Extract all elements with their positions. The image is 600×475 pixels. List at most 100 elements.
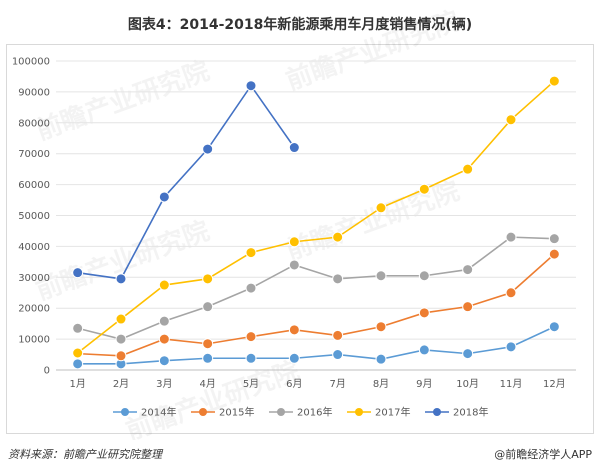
data-point [418, 270, 430, 282]
source-note: 资料来源：前瞻产业研究院整理 [8, 448, 162, 461]
data-point [245, 352, 257, 364]
data-point [548, 321, 560, 333]
data-point [288, 352, 300, 364]
data-point [418, 183, 430, 195]
data-point [375, 270, 387, 282]
data-point [332, 349, 344, 361]
legend: 2014年 2015年 2016年 2017年 2018年 [113, 406, 488, 419]
series-line [77, 84, 295, 280]
data-point [332, 273, 344, 285]
data-point [462, 264, 474, 276]
legend-item: 2014年 [113, 406, 176, 419]
data-point [548, 248, 560, 260]
data-point [202, 143, 214, 155]
legend-swatch-marker [121, 408, 129, 416]
x-tick-label: 11月 [500, 378, 523, 390]
data-point [158, 279, 170, 291]
data-point [375, 353, 387, 365]
legend-label: 2018年 [453, 406, 488, 419]
series-2015年 [72, 248, 560, 362]
legend-swatch-marker [199, 408, 207, 416]
x-tick-label: 12月 [543, 378, 566, 390]
gridlines [56, 60, 576, 371]
y-tick-label: 70000 [18, 149, 50, 160]
legend-label: 2016年 [297, 406, 332, 419]
watermark-text: 前瞻产业研究院 [282, 5, 464, 96]
x-tick-label: 7月 [329, 378, 345, 390]
x-axis: 1月 2月 3月 4月 5月 6月 7月 8月 9月 10月 11月 12月 [69, 378, 565, 390]
series-line [77, 80, 555, 354]
data-point [288, 142, 300, 154]
data-point [202, 273, 214, 285]
data-point [115, 350, 127, 362]
data-point [245, 80, 257, 92]
legend-item: 2016年 [269, 406, 332, 419]
x-tick-label: 2月 [113, 378, 129, 390]
watermark-text: 前瞻产业研究院 [32, 215, 214, 306]
legend-item: 2018年 [425, 406, 488, 419]
data-point [245, 331, 257, 343]
data-point [548, 233, 560, 245]
data-point [548, 75, 560, 87]
data-point [418, 307, 430, 319]
data-point [115, 333, 127, 345]
y-axis: 0 10000 20000 30000 40000 50000 60000 70000 8000… [12, 57, 50, 377]
chart-frame [6, 44, 594, 434]
series-line [77, 326, 555, 365]
legend-swatch-marker [433, 408, 441, 416]
x-tick-label: 6月 [286, 378, 302, 390]
series-2017年 [72, 75, 560, 359]
y-tick-label: 100000 [12, 57, 50, 68]
y-tick-label: 10000 [18, 335, 50, 346]
data-point [202, 338, 214, 350]
data-point [72, 358, 84, 370]
data-point [72, 322, 84, 334]
watermark-layer: 前瞻产业研究院前瞻产业研究院前瞻产业研究院前瞻产业研究院前瞻产业研究院 [32, 5, 464, 440]
x-tick-label: 3月 [156, 378, 172, 390]
watermark-text: 前瞻产业研究院 [122, 355, 304, 440]
data-point [418, 344, 430, 356]
x-tick-label: 10月 [456, 378, 479, 390]
series-line [77, 253, 555, 357]
data-point [505, 341, 517, 353]
data-point [332, 329, 344, 341]
legend-label: 2017年 [375, 406, 410, 419]
data-point [288, 324, 300, 336]
y-tick-label: 80000 [18, 118, 50, 129]
data-point [462, 348, 474, 360]
x-tick-label: 1月 [69, 378, 85, 390]
series-2014年 [72, 321, 560, 370]
legend-item: 2017年 [347, 406, 410, 419]
x-tick-label: 9月 [416, 378, 432, 390]
data-point [158, 355, 170, 367]
data-point [202, 352, 214, 364]
y-tick-label: 50000 [18, 211, 50, 222]
brand-credit: @前瞻经济学人APP [494, 448, 592, 461]
x-tick-label: 5月 [243, 378, 259, 390]
data-point [462, 301, 474, 313]
data-point [288, 259, 300, 271]
data-point [245, 247, 257, 259]
legend-item: 2015年 [191, 406, 254, 419]
y-tick-label: 90000 [18, 87, 50, 98]
legend-label: 2015年 [219, 406, 254, 419]
y-tick-label: 60000 [18, 180, 50, 191]
x-tick-label: 8月 [373, 378, 389, 390]
data-point [158, 315, 170, 327]
series-layer [72, 75, 560, 370]
data-point [115, 313, 127, 325]
data-point [288, 236, 300, 248]
data-point [115, 273, 127, 285]
chart-title: 图表4：2014-2018年新能源乘用车月度销售情况(辆) [127, 17, 473, 33]
data-point [505, 287, 517, 299]
legend-swatch-marker [355, 408, 363, 416]
y-tick-label: 30000 [18, 273, 50, 284]
data-point [72, 347, 84, 359]
watermark-text: 前瞻产业研究院 [32, 55, 214, 146]
data-point [505, 114, 517, 126]
y-tick-label: 40000 [18, 242, 50, 253]
data-point [375, 202, 387, 214]
data-point [505, 231, 517, 243]
data-point [202, 301, 214, 313]
legend-swatch-marker [277, 408, 285, 416]
